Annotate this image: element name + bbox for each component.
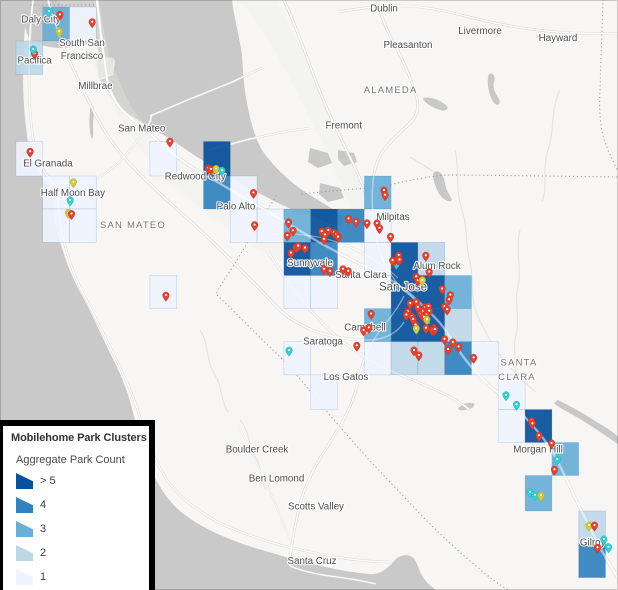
svg-text:Millbrae: Millbrae [78, 81, 113, 92]
svg-text:Ben Lomond: Ben Lomond [249, 474, 305, 485]
svg-text:San Jose: San Jose [379, 282, 427, 294]
svg-text:Dublin: Dublin [370, 4, 398, 15]
svg-text:ALAMEDA: ALAMEDA [364, 85, 418, 96]
svg-text:Pleasanton: Pleasanton [383, 40, 432, 51]
svg-text:SANTA: SANTA [501, 358, 538, 369]
svg-text:Santa Cruz: Santa Cruz [287, 556, 336, 567]
svg-text:Boulder Creek: Boulder Creek [226, 445, 289, 456]
svg-text:Los Gatos: Los Gatos [324, 372, 369, 383]
svg-text:Milpitas: Milpitas [376, 212, 409, 223]
svg-text:Scotts Valley: Scotts Valley [288, 502, 344, 513]
svg-text:Hayward: Hayward [539, 33, 578, 44]
svg-text:Francisco: Francisco [61, 51, 104, 62]
svg-text:Morgan Hill: Morgan Hill [513, 445, 563, 456]
svg-text:Alum Rock: Alum Rock [413, 261, 460, 272]
svg-text:Daly City: Daly City [21, 14, 60, 25]
svg-text:Half Moon Bay: Half Moon Bay [41, 188, 105, 199]
svg-text:San Mateo: San Mateo [118, 124, 166, 135]
svg-text:CLARA: CLARA [498, 372, 536, 383]
svg-text:Palo Alto: Palo Alto [217, 202, 256, 213]
svg-text:Fremont: Fremont [325, 121, 362, 132]
svg-text:Saratoga: Saratoga [303, 337, 343, 348]
svg-text:Livermore: Livermore [458, 26, 502, 37]
svg-text:SAN MATEO: SAN MATEO [100, 220, 166, 231]
svg-text:South San: South San [59, 38, 105, 49]
svg-text:El Granada: El Granada [23, 159, 73, 170]
svg-text:Pacifica: Pacifica [17, 56, 52, 67]
